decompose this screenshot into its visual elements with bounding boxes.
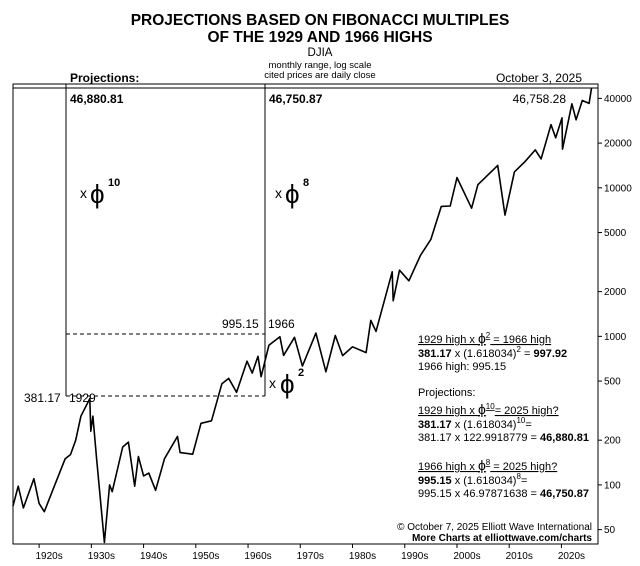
y-tick-label: 1000 [604,332,627,343]
phi-8-x: x [275,185,282,201]
current-value-label: 46,758.28 [513,92,567,106]
calc-2-line2: 381.17 x (1.618034)10= [418,416,532,431]
calc-1-line1-post: = 1966 high [490,334,551,346]
calc-1-line2-exp: 2 [516,345,521,354]
date-label: October 3, 2025 [496,71,582,85]
y-tick-label: 40000 [604,94,632,105]
calc-2-line2-end: = [525,419,531,431]
calc-1-line2-eq: = [521,348,534,360]
chart-note-line2: cited prices are daily close [264,70,375,81]
calc-3-line3: 995.15 x 46.97871638 = 46,750.87 [418,488,589,500]
x-tick-label: 2010s [506,551,533,562]
phi-10-symbol: ϕ [90,179,105,209]
series-group [12,88,593,544]
phi-8-exponent: 8 [303,177,309,189]
calc-2-line2-exp: 10 [516,416,525,425]
calc-3-line1-phi: ϕ [478,457,486,473]
x-tick-label: 1950s [192,551,219,562]
calc-3-line2-bold: 995.15 [418,475,452,487]
calc-2-line1: 1929 high x ϕ10= 2025 high? [418,401,559,417]
proj-10-value: 46,880.81 [70,92,124,106]
calc-1-line1-pre: 1929 high x [418,334,478,346]
y-tick-label: 500 [604,377,621,388]
high-1966-value: 995.15 [222,317,259,331]
phi-10-exponent: 10 [108,177,120,189]
djia-series-line [12,88,593,544]
calc-proj-title: Projections: [418,387,475,399]
phi-2-x: x [269,375,276,391]
y-tick-label: 2000 [604,287,627,298]
calc-1-line1: 1929 high x ϕ2 = 1966 high [418,330,551,346]
calc-3-line3-pre: 995.15 x 46.97871638 = [418,488,540,500]
phi-8-symbol: ϕ [285,179,300,209]
y-tick-label: 200 [604,436,621,447]
calc-3-line1-post: = 2025 high? [490,461,557,473]
x-tick-label: 1970s [297,551,324,562]
x-tick-label: 1990s [401,551,428,562]
calc-2-line1-pre: 1929 high x [418,405,478,417]
x-axis-ticks: 1920s 1930s 1940s 1950s 1960s 1970s 1980s 1990s… [35,544,585,562]
calc-2-line1-phi: ϕ [478,401,486,417]
calc-3-line1-exp: 8 [486,458,491,467]
y-tick-label: 100 [604,480,621,491]
calc-1-line2-mid: x (1.618034) [452,348,517,360]
projections-heading: Projections: [70,71,139,85]
calc-1-line3: 1966 high: 995.15 [418,361,506,373]
calc-2-line2-mid: x (1.618034) [452,419,517,431]
phi-2-symbol: ϕ [280,369,295,399]
phi-10-x: x [80,185,87,201]
chart-note-line1: monthly range, log scale [269,60,372,71]
calc-2-line1-exp: 10 [486,402,495,411]
calc-3-line3-res: 46,750.87 [540,488,589,500]
y-tick-label: 10000 [604,183,632,194]
x-tick-label: 1930s [88,551,115,562]
chart-title-line2: OF THE 1929 AND 1966 HIGHS [207,29,432,46]
high-1929-year: 1929 [69,391,96,405]
high-1929-value: 381.17 [24,391,61,405]
chart-title-line1: PROJECTIONS BASED ON FIBONACCI MULTIPLES [131,12,510,29]
x-tick-label: 1940s [140,551,167,562]
proj-8-value: 46,750.87 [269,92,323,106]
calc-2-line3-pre: 381.17 x 122.9918779 = [418,432,540,444]
phi-2-exponent: 2 [298,367,304,379]
chart-subtitle: DJIA [308,47,333,59]
calc-2-line2-bold: 381.17 [418,419,452,431]
calc-3-line2-mid: x (1.618034) [452,475,517,487]
calc-2-line3: 381.17 x 122.9918779 = 46,880.81 [418,432,589,444]
y-axis-ticks: 50 100 200 500 1000 2000 5000 10000 20000 40000 [598,94,632,536]
calc-1-line2: 381.17 x (1.618034)2 = 997.92 [418,345,567,360]
x-tick-label: 1980s [349,551,376,562]
y-tick-label: 20000 [604,139,632,150]
high-1966-year: 1966 [268,317,295,331]
y-tick-label: 50 [604,525,616,536]
calc-1-line2-res: 997.92 [533,348,567,360]
footer-copyright: © October 7, 2025 Elliott Wave Internati… [397,522,592,533]
x-tick-label: 1960s [244,551,271,562]
x-tick-label: 1920s [35,551,62,562]
calc-3-line2-end: = [521,475,527,487]
calc-1-line1-exp: 2 [486,331,491,340]
calc-1-line2-bold: 381.17 [418,348,452,360]
calc-3-line1-pre: 1966 high x [418,461,478,473]
y-tick-label: 5000 [604,228,627,239]
calc-3-line2: 995.15 x (1.618034)8= [418,472,527,487]
calc-2-line1-post: = 2025 high? [495,405,559,417]
calc-3-line1: 1966 high x ϕ8 = 2025 high? [418,457,557,473]
plot-frame [12,83,599,545]
calc-3-line2-exp: 8 [516,472,521,481]
footer-more-charts: More Charts at elliottwave.com/charts [412,533,592,544]
x-tick-label: 2000s [453,551,480,562]
x-tick-label: 2020s [558,551,585,562]
calc-2-line3-res: 46,880.81 [540,432,589,444]
calc-1-line1-phi: ϕ [478,330,486,346]
